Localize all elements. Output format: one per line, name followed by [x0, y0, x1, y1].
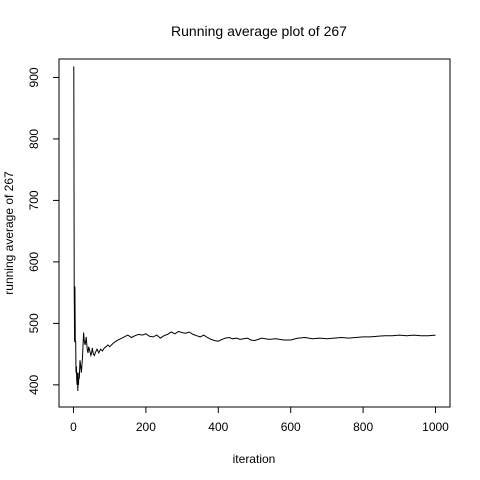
x-axis-label: iteration	[233, 452, 276, 466]
y-axis: 400 500 600 700 800 900	[27, 67, 60, 395]
x-tick-label: 0	[70, 420, 77, 434]
y-tick-label: 700	[27, 190, 41, 210]
y-tick-label: 500	[27, 313, 41, 333]
x-tick-label: 200	[136, 420, 156, 434]
y-tick-label: 400	[27, 375, 41, 395]
y-tick-label: 900	[27, 67, 41, 87]
x-tick-label: 800	[353, 420, 373, 434]
running-average-line	[73, 66, 436, 392]
x-tick-label: 600	[281, 420, 301, 434]
plot-frame	[58, 58, 451, 408]
chart-title: Running average plot of 267	[171, 23, 347, 39]
y-tick-label: 800	[27, 129, 41, 149]
x-tick-label: 1000	[422, 420, 449, 434]
y-tick-label: 600	[27, 252, 41, 272]
x-tick-label: 400	[208, 420, 228, 434]
y-axis-label: running average of 267	[2, 171, 16, 295]
x-axis: 0 200 400 600 800 1000	[70, 406, 449, 434]
